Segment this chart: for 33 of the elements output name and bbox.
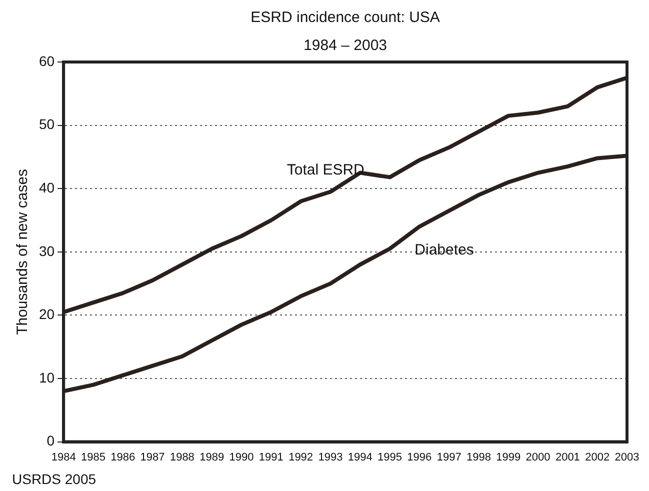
y-tick-label: 20 xyxy=(38,306,55,322)
x-tick-label: 1997 xyxy=(436,451,462,464)
y-tick-label: 30 xyxy=(38,242,55,259)
x-tick-label: 1990 xyxy=(229,451,254,464)
series-label: Diabetes xyxy=(414,242,474,259)
x-tick-label: 1995 xyxy=(378,451,402,464)
x-tick-label: 1994 xyxy=(348,451,372,464)
y-tick-label: 60 xyxy=(38,52,55,69)
x-tick-label: 1992 xyxy=(288,451,314,464)
x-tick-label: 1989 xyxy=(200,451,224,464)
x-tick-label: 2002 xyxy=(585,451,610,464)
chart-title: ESRD incidence count: USA xyxy=(250,9,440,26)
y-tick-label: 0 xyxy=(46,432,55,449)
y-tick-label: 50 xyxy=(38,116,55,132)
x-tick-label: 1988 xyxy=(170,451,194,464)
chart-subtitle: 1984 – 2003 xyxy=(304,37,387,54)
y-tick-label: 40 xyxy=(38,179,55,196)
x-tick-label: 1987 xyxy=(140,451,165,464)
x-tick-label: 1993 xyxy=(318,451,343,464)
x-tick-label: 1996 xyxy=(407,451,432,464)
x-tick-label: 1986 xyxy=(110,451,136,464)
text: USRDS 2005 xyxy=(12,471,96,487)
x-tick-label: 1998 xyxy=(466,451,491,464)
x-tick-label: 1985 xyxy=(80,451,106,464)
x-tick-label: 2003 xyxy=(614,451,640,464)
x-tick-label: 2000 xyxy=(526,451,550,464)
y-axis-title: Thousands of new cases xyxy=(14,168,32,335)
x-tick-label: 1984 xyxy=(51,451,76,464)
x-tick-label: 1999 xyxy=(496,451,521,464)
y-tick-label: 10 xyxy=(38,369,55,386)
x-tick-label: 1991 xyxy=(258,451,284,464)
x-tick-label: 2001 xyxy=(555,451,580,464)
series-label: Total ESRD xyxy=(286,162,365,179)
